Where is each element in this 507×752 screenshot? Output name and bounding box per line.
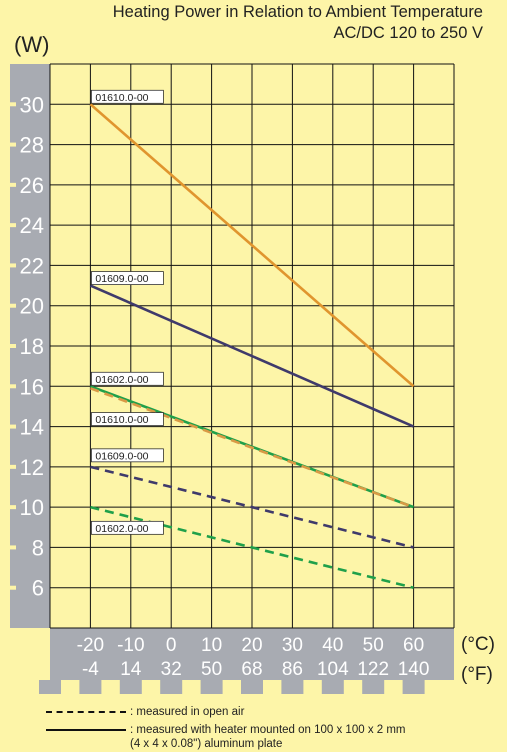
- x-tick-label-celsius: 20: [241, 635, 262, 656]
- x-tick-label-fahrenheit: 68: [241, 659, 262, 680]
- y-tick-notch: [10, 182, 16, 187]
- x-tick-label-fahrenheit: -4: [82, 659, 99, 680]
- x-tick-label-fahrenheit: 14: [120, 659, 142, 680]
- y-tick-notch: [10, 223, 16, 228]
- y-tick-label: 10: [20, 495, 44, 520]
- legend: : measured in open air : measured with h…: [0, 700, 507, 752]
- x-axis-tab: [79, 680, 102, 694]
- x-tick-label-celsius: 60: [403, 635, 424, 656]
- x-tick-label-celsius: 50: [363, 635, 384, 656]
- y-tick-notch: [10, 102, 16, 107]
- x-tick-label-celsius: -10: [117, 635, 144, 656]
- legend-solid-text-1: : measured with heater mounted on 100 x …: [130, 724, 406, 736]
- y-tick-label: 14: [20, 415, 44, 440]
- y-tick-label: 6: [32, 576, 44, 601]
- series-line-dashed-01609.0-00: [90, 465, 414, 549]
- y-tick-notch: [10, 505, 16, 510]
- x-tick-label-fahrenheit: 50: [201, 659, 222, 680]
- x-axis-label-fahrenheit: (°F): [461, 664, 493, 685]
- x-axis-band: [50, 628, 454, 680]
- x-tick-label-fahrenheit: 86: [282, 659, 303, 680]
- series-label-box: [91, 371, 164, 386]
- series-line-solid-01610.0-00: [89, 103, 415, 388]
- x-tick-label-fahrenheit: 122: [357, 659, 389, 680]
- y-tick-notch: [10, 303, 16, 308]
- x-tick-label-celsius: -20: [77, 635, 104, 656]
- chart-subtitle: AC/DC 120 to 250 V: [333, 24, 484, 42]
- y-tick-label: 28: [20, 133, 44, 158]
- y-tick-label: 20: [20, 294, 44, 319]
- x-axis-label-celsius: (°C): [461, 634, 495, 655]
- series-label-box: [91, 271, 164, 285]
- x-axis-tab: [281, 680, 304, 694]
- chart-title: Heating Power in Relation to Ambient Tem…: [112, 3, 483, 21]
- x-axis-tab: [119, 680, 142, 694]
- y-tick-notch: [10, 142, 16, 147]
- x-tick-label-celsius: 0: [166, 635, 177, 656]
- x-axis-tab: [241, 680, 263, 694]
- x-axis-tab: [39, 680, 61, 694]
- series-label-box: [91, 448, 164, 463]
- y-tick-label: 18: [20, 334, 44, 359]
- y-tick-notch: [10, 424, 16, 429]
- legend-dashed-line-icon: [46, 711, 126, 713]
- legend-dashed-text: : measured in open air: [130, 706, 245, 718]
- y-tick-label: 22: [20, 253, 44, 278]
- x-axis-tab: [321, 680, 344, 694]
- y-tick-notch: [10, 384, 16, 389]
- legend-solid-line-icon: [46, 729, 126, 731]
- legend-solid-text-2: (4 x 4 x 0.08") aluminum plate: [130, 738, 283, 750]
- y-tick-label: 12: [20, 455, 44, 480]
- series-label-box: [91, 520, 164, 535]
- x-tick-label-celsius: 30: [282, 635, 303, 656]
- series-line-solid-01609.0-00: [89, 284, 415, 428]
- x-axis-tab: [402, 680, 425, 694]
- series-label-box: [91, 412, 164, 426]
- series-label: 01602.0-00: [95, 523, 148, 535]
- x-axis-tab: [160, 680, 183, 694]
- series-label: 01602.0-00: [95, 374, 148, 386]
- series-label: 01610.0-00: [95, 92, 148, 104]
- series-label: 01609.0-00: [95, 273, 148, 285]
- y-tick-label: 24: [20, 213, 44, 238]
- y-tick-label: 26: [20, 173, 44, 198]
- x-tick-label-fahrenheit: 32: [161, 659, 182, 680]
- y-tick-notch: [10, 263, 16, 268]
- y-tick-notch: [10, 464, 16, 469]
- y-tick-notch: [10, 545, 16, 550]
- series-label: 01610.0-00: [95, 414, 148, 426]
- x-tick-label-celsius: 10: [201, 635, 222, 656]
- y-tick-label: 16: [20, 374, 44, 399]
- series-label: 01609.0-00: [95, 450, 148, 462]
- y-tick-label: 8: [32, 535, 44, 560]
- y-axis-band: [10, 64, 50, 628]
- y-tick-label: 30: [20, 92, 44, 117]
- x-axis-tab: [200, 680, 223, 694]
- y-tick-notch: [10, 344, 16, 348]
- x-tick-label-celsius: 40: [322, 635, 343, 656]
- y-tick-notch: [10, 585, 16, 590]
- x-tick-label-fahrenheit: 104: [317, 659, 349, 680]
- x-axis-tab: [362, 680, 385, 694]
- series-line-dashed-01610.0-00: [89, 387, 415, 509]
- x-tick-label-fahrenheit: 140: [398, 659, 430, 680]
- series-line-dashed-01602.0-00: [90, 505, 414, 589]
- series-label-box: [91, 89, 164, 104]
- y-axis-label: (W): [14, 32, 49, 57]
